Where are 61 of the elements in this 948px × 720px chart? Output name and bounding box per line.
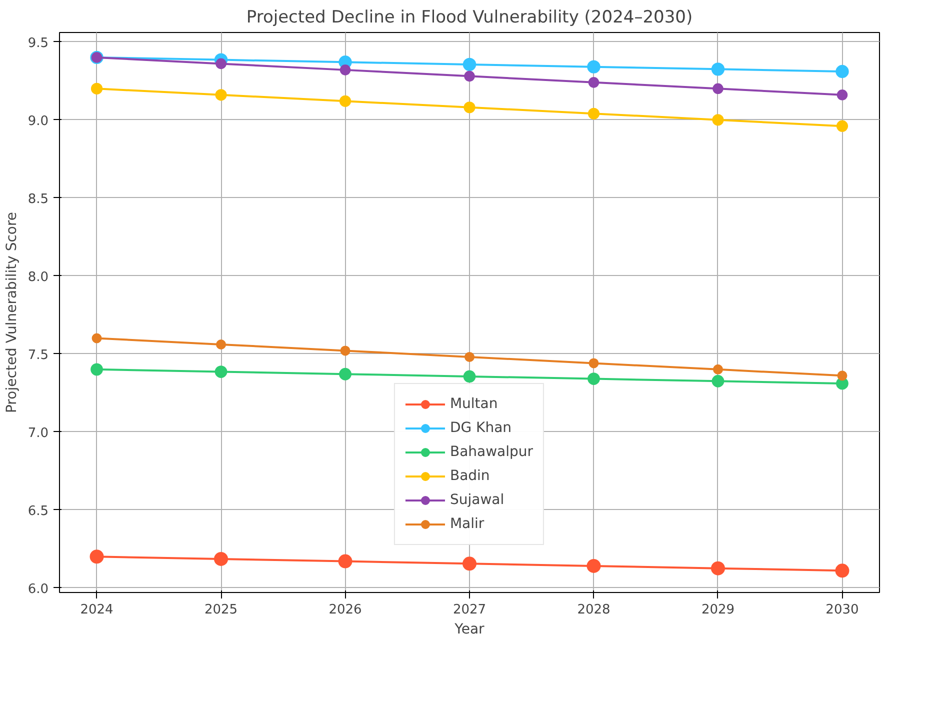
legend-label: Bahawalpur bbox=[450, 444, 534, 460]
point bbox=[214, 552, 228, 566]
point bbox=[712, 83, 724, 94]
y-tick-label: 7.0 bbox=[28, 426, 49, 441]
point bbox=[339, 368, 352, 380]
point bbox=[836, 120, 848, 132]
y-tick-label: 9.0 bbox=[28, 114, 49, 129]
y-tick-label: 8.0 bbox=[28, 270, 49, 285]
point bbox=[90, 550, 104, 564]
x-tick-label: 2025 bbox=[204, 602, 238, 618]
point bbox=[588, 108, 600, 120]
chart-title: Projected Decline in Flood Vulnerability (2024–2030) bbox=[246, 8, 693, 28]
point bbox=[712, 364, 723, 374]
x-tick-label: 2028 bbox=[577, 602, 610, 618]
point bbox=[92, 333, 102, 344]
point bbox=[216, 339, 226, 350]
point bbox=[90, 82, 103, 94]
point bbox=[836, 90, 848, 100]
point bbox=[587, 60, 600, 74]
x-axis-title: Year bbox=[454, 622, 485, 638]
point bbox=[340, 64, 351, 76]
y-tick-label: 7.5 bbox=[28, 348, 49, 363]
point bbox=[588, 372, 600, 385]
point bbox=[464, 102, 476, 114]
point bbox=[90, 363, 103, 376]
y-tick-label: 6.0 bbox=[28, 582, 49, 597]
point bbox=[836, 64, 849, 78]
point bbox=[835, 564, 850, 578]
point bbox=[711, 62, 725, 76]
point bbox=[462, 58, 476, 72]
legend-label: Badin bbox=[450, 468, 490, 484]
point bbox=[338, 554, 352, 568]
y-axis-title: Projected Vulnerability Score bbox=[4, 212, 20, 414]
y-tick-label: 9.5 bbox=[28, 36, 49, 51]
y-tick-label: 8.5 bbox=[28, 192, 49, 207]
point bbox=[214, 366, 228, 378]
point bbox=[216, 58, 226, 70]
legend-label: Multan bbox=[450, 396, 498, 412]
x-tick-label: 2024 bbox=[80, 602, 114, 618]
legend-label: Sujawal bbox=[450, 492, 504, 508]
legend-label: Malir bbox=[450, 516, 484, 532]
point bbox=[339, 95, 352, 107]
x-tick-label: 2030 bbox=[826, 602, 859, 618]
point bbox=[588, 358, 599, 368]
point bbox=[215, 89, 227, 101]
y-tick-label: 6.5 bbox=[28, 504, 49, 519]
point bbox=[463, 370, 476, 383]
point bbox=[464, 352, 474, 362]
legend-label: DG Khan bbox=[450, 420, 512, 436]
point bbox=[712, 114, 724, 126]
point bbox=[464, 70, 475, 82]
point bbox=[462, 556, 476, 571]
point bbox=[588, 77, 600, 88]
point bbox=[586, 558, 601, 573]
point bbox=[340, 346, 350, 356]
point bbox=[712, 374, 724, 388]
point bbox=[710, 561, 725, 576]
x-tick-label: 2029 bbox=[701, 602, 735, 618]
x-tick-label: 2026 bbox=[328, 602, 362, 618]
x-tick-label: 2027 bbox=[452, 602, 486, 618]
point bbox=[837, 370, 848, 381]
